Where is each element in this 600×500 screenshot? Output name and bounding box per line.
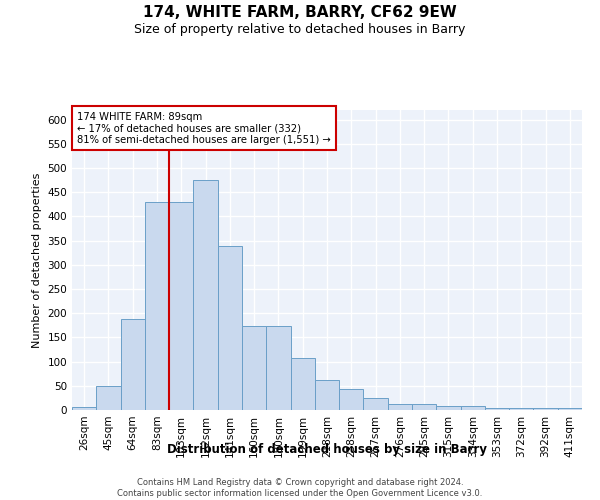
Bar [558, 408, 582, 410]
Bar [242, 326, 266, 410]
Bar [96, 386, 121, 410]
Bar [436, 406, 461, 410]
Bar [266, 326, 290, 410]
Bar [121, 319, 145, 410]
Text: 174 WHITE FARM: 89sqm
← 17% of detached houses are smaller (332)
81% of semi-det: 174 WHITE FARM: 89sqm ← 17% of detached … [77, 112, 331, 144]
Bar [388, 404, 412, 410]
Text: 174, WHITE FARM, BARRY, CF62 9EW: 174, WHITE FARM, BARRY, CF62 9EW [143, 5, 457, 20]
Text: Contains HM Land Registry data © Crown copyright and database right 2024.
Contai: Contains HM Land Registry data © Crown c… [118, 478, 482, 498]
Text: Size of property relative to detached houses in Barry: Size of property relative to detached ho… [134, 22, 466, 36]
Bar [290, 358, 315, 410]
Bar [412, 404, 436, 410]
Bar [193, 180, 218, 410]
Bar [339, 388, 364, 410]
Bar [364, 398, 388, 410]
Bar [533, 408, 558, 410]
Y-axis label: Number of detached properties: Number of detached properties [32, 172, 42, 348]
Bar [72, 407, 96, 410]
Bar [485, 408, 509, 410]
Text: Distribution of detached houses by size in Barry: Distribution of detached houses by size … [167, 442, 487, 456]
Bar [509, 408, 533, 410]
Bar [218, 246, 242, 410]
Bar [145, 202, 169, 410]
Bar [461, 406, 485, 410]
Bar [315, 380, 339, 410]
Bar [169, 202, 193, 410]
